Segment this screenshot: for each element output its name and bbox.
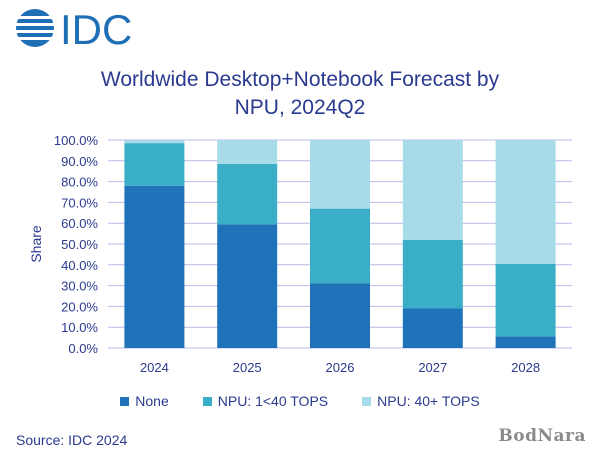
stacked-bar-chart: 0.0% 10.0% 20.0% 30.0% 40.0% 50.0% 60.0% 70.0% 8… bbox=[28, 133, 572, 375]
chart-title-line-1: Worldwide Desktop+Notebook Forecast by bbox=[100, 68, 500, 91]
legend-item-npu-40-plus: NPU: 40+ TOPS bbox=[362, 393, 480, 409]
bar-segment-npu-1-40 bbox=[217, 163, 278, 225]
y-tick-label: 0.0% bbox=[68, 341, 98, 356]
bar-segment-npu-40-plus bbox=[495, 140, 556, 264]
bar-segment-none bbox=[402, 308, 463, 348]
globe-icon bbox=[16, 9, 54, 47]
source-note: Source: IDC 2024 bbox=[16, 432, 128, 448]
y-tick-label: 20.0% bbox=[61, 299, 98, 314]
y-tick-label: 100.0% bbox=[54, 133, 99, 148]
bar-segment-none bbox=[310, 283, 370, 348]
y-tick-label: 70.0% bbox=[61, 195, 98, 210]
x-tick-label: 2024 bbox=[140, 360, 169, 375]
y-tick-label: 90.0% bbox=[61, 154, 98, 169]
bar-segment-npu-1-40 bbox=[402, 239, 463, 309]
legend-swatch-npu-40-plus bbox=[362, 396, 372, 406]
legend-item-none: None bbox=[120, 393, 169, 409]
y-tick-label: 10.0% bbox=[61, 320, 98, 335]
bar-segment-npu-1-40 bbox=[310, 208, 370, 284]
legend-swatch-npu-1-40 bbox=[202, 396, 212, 406]
bar-segment-npu-40-plus bbox=[310, 140, 370, 209]
y-tick-label: 50.0% bbox=[61, 237, 98, 252]
x-tick-label: 2025 bbox=[233, 360, 262, 375]
bar-segment-npu-40-plus bbox=[124, 140, 185, 144]
legend-label-none: None bbox=[135, 393, 169, 409]
bar-segment-none bbox=[124, 185, 185, 348]
idc-logo: IDC bbox=[14, 6, 174, 50]
x-tick-label: 2026 bbox=[326, 360, 355, 375]
bar-segment-npu-40-plus bbox=[217, 140, 278, 164]
logo-text: IDC bbox=[60, 6, 132, 50]
x-tick-label: 2028 bbox=[511, 360, 540, 375]
chart-legend: None NPU: 1<40 TOPS NPU: 40+ TOPS bbox=[0, 393, 600, 409]
y-tick-label: 80.0% bbox=[61, 175, 98, 190]
chart-title: Worldwide Desktop+Notebook Forecast by N… bbox=[0, 66, 600, 122]
y-tick-label: 60.0% bbox=[61, 216, 98, 231]
legend-label-npu-40-plus: NPU: 40+ TOPS bbox=[377, 393, 480, 409]
legend-swatch-none bbox=[120, 396, 130, 406]
bar-segment-npu-40-plus bbox=[402, 140, 463, 240]
x-tick-label: 2027 bbox=[418, 360, 447, 375]
chart-title-line-2: NPU, 2024Q2 bbox=[234, 96, 366, 119]
bar-segment-none bbox=[217, 224, 278, 348]
bar-segment-none bbox=[495, 336, 556, 348]
y-tick-label: 40.0% bbox=[61, 258, 98, 273]
legend-label-npu-1-40: NPU: 1<40 TOPS bbox=[217, 393, 329, 409]
bar-segment-npu-1-40 bbox=[495, 263, 556, 337]
bar-segment-npu-1-40 bbox=[124, 143, 185, 186]
legend-item-npu-1-40: NPU: 1<40 TOPS bbox=[202, 393, 329, 409]
bodnara-watermark: BodNara bbox=[498, 426, 586, 446]
y-axis-label: Share bbox=[28, 225, 44, 263]
y-tick-label: 30.0% bbox=[61, 279, 98, 294]
